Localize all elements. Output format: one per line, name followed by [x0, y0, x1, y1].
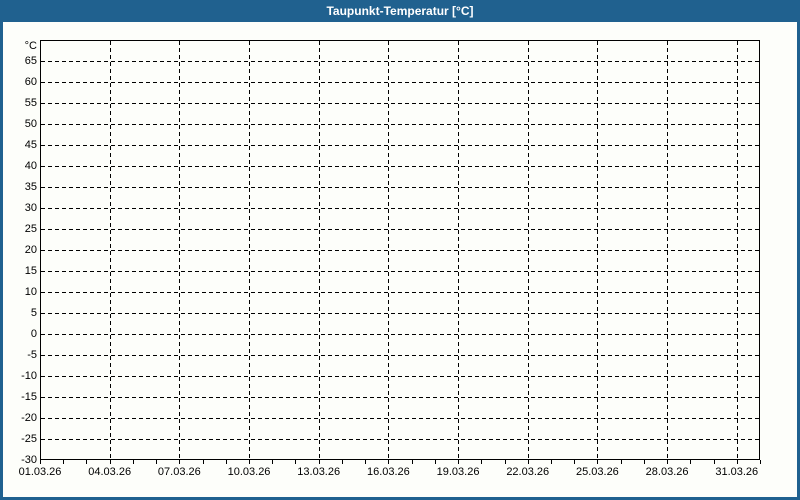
- x-gridline: [318, 41, 320, 459]
- x-minor-tick: [156, 460, 158, 464]
- x-gridline: [667, 41, 669, 459]
- y-axis-label: -5: [27, 349, 37, 361]
- x-minor-tick: [481, 460, 483, 464]
- x-minor-tick: [760, 460, 761, 464]
- x-minor-tick: [643, 460, 645, 464]
- y-axis-label: 55: [24, 97, 37, 109]
- x-minor-tick: [388, 460, 390, 464]
- x-axis-label: 22.03.26: [506, 466, 550, 478]
- y-axis-unit-label: °C: [24, 40, 37, 52]
- y-axis-label: 40: [24, 160, 37, 172]
- x-axis-label: 07.03.26: [157, 466, 201, 478]
- y-gridline: [41, 229, 759, 230]
- x-minor-tick: [109, 460, 111, 464]
- x-minor-tick: [225, 460, 227, 464]
- x-axis-label: 19.03.26: [436, 466, 480, 478]
- y-gridline: [41, 439, 759, 440]
- x-minor-tick: [63, 460, 65, 464]
- x-minor-tick: [550, 460, 552, 464]
- y-gridline: [41, 418, 759, 419]
- y-axis-label: 20: [24, 244, 37, 256]
- x-gridline: [458, 41, 460, 459]
- y-gridline: [41, 334, 759, 335]
- x-minor-tick: [365, 460, 367, 464]
- x-minor-tick: [574, 460, 576, 464]
- y-axis-label: -10: [21, 370, 37, 382]
- y-axis-label: 45: [24, 139, 37, 151]
- x-minor-tick: [597, 460, 599, 464]
- y-gridline: [41, 250, 759, 251]
- y-gridline: [41, 82, 759, 83]
- y-gridline: [41, 376, 759, 377]
- y-axis-label: -20: [21, 412, 37, 424]
- x-axis-label: 16.03.26: [366, 466, 410, 478]
- x-minor-tick: [690, 460, 692, 464]
- x-gridline: [388, 41, 390, 459]
- x-axis-label: 25.03.26: [575, 466, 619, 478]
- y-gridline: [41, 61, 759, 62]
- x-axis-label: 04.03.26: [88, 466, 132, 478]
- x-gridline: [109, 41, 111, 459]
- x-minor-tick: [434, 460, 436, 464]
- y-gridline: [41, 271, 759, 272]
- x-minor-tick: [667, 460, 669, 464]
- x-minor-tick: [341, 460, 343, 464]
- y-axis-label: 25: [24, 223, 37, 235]
- y-gridline: [41, 313, 759, 314]
- y-gridline: [41, 208, 759, 209]
- y-axis-label: 30: [24, 202, 37, 214]
- x-gridline: [249, 41, 251, 459]
- chart-title: Taupunkt-Temperatur [°C]: [326, 4, 474, 18]
- y-gridline: [41, 292, 759, 293]
- x-gridline: [179, 41, 181, 459]
- x-minor-tick: [86, 460, 88, 464]
- x-axis-label: 01.03.26: [18, 466, 62, 478]
- y-gridline: [41, 124, 759, 125]
- x-gridline: [527, 41, 529, 459]
- x-minor-tick: [40, 460, 41, 464]
- x-axis-label: 31.03.26: [715, 466, 759, 478]
- x-minor-tick: [272, 460, 274, 464]
- y-axis-label: 35: [24, 181, 37, 193]
- y-gridline: [41, 145, 759, 146]
- y-axis-label: 50: [24, 118, 37, 130]
- x-gridline: [597, 41, 599, 459]
- x-minor-tick: [620, 460, 622, 464]
- x-minor-tick: [458, 460, 460, 464]
- x-minor-tick: [411, 460, 413, 464]
- x-minor-tick: [504, 460, 506, 464]
- x-axis-label: 28.03.26: [645, 466, 689, 478]
- y-axis-label: 60: [24, 76, 37, 88]
- x-minor-tick: [202, 460, 204, 464]
- x-minor-tick: [736, 460, 738, 464]
- y-gridline: [41, 355, 759, 356]
- y-axis-label: 10: [24, 286, 37, 298]
- y-axis-label: -15: [21, 391, 37, 403]
- x-minor-tick: [295, 460, 297, 464]
- x-gridline: [736, 41, 738, 459]
- x-minor-tick: [527, 460, 529, 464]
- y-axis-label: 65: [24, 55, 37, 67]
- y-axis-label: 0: [30, 328, 37, 340]
- x-minor-tick: [318, 460, 320, 464]
- title-bar: Taupunkt-Temperatur [°C]: [0, 0, 800, 22]
- y-gridline: [41, 187, 759, 188]
- y-axis-label: -25: [21, 433, 37, 445]
- x-axis-label: 13.03.26: [297, 466, 341, 478]
- plot-area: [40, 40, 760, 460]
- x-minor-tick: [132, 460, 134, 464]
- y-gridline: [41, 397, 759, 398]
- x-minor-tick: [713, 460, 715, 464]
- x-minor-tick: [249, 460, 251, 464]
- x-minor-tick: [179, 460, 181, 464]
- y-axis-label: -30: [21, 454, 37, 466]
- y-axis-label: 15: [24, 265, 37, 277]
- y-gridline: [41, 103, 759, 104]
- y-axis-label: 5: [30, 307, 37, 319]
- y-gridline: [41, 166, 759, 167]
- x-axis-label: 10.03.26: [227, 466, 271, 478]
